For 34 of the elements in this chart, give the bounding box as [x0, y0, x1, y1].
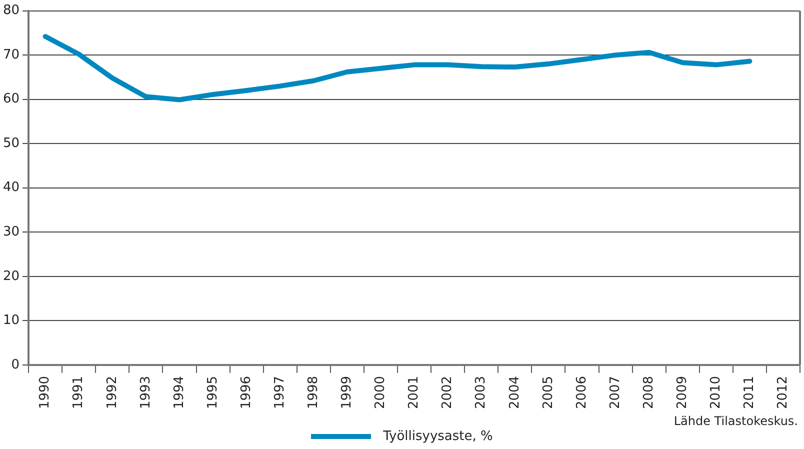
x-tick-label: 2009 [674, 376, 690, 410]
x-tick-label: 2001 [406, 376, 422, 410]
y-tick-label: 80 [2, 3, 20, 18]
y-tick-label: 30 [2, 224, 20, 240]
x-tick-label: 2002 [440, 376, 456, 410]
y-tick-label: 60 [2, 92, 20, 107]
x-tick-label: 1996 [238, 376, 254, 410]
x-tick-label: 1994 [172, 376, 187, 410]
x-tick-label: 1991 [71, 376, 86, 410]
x-tick-label: 2000 [373, 376, 388, 410]
x-tick-label: 2005 [540, 376, 556, 410]
x-tick-label: 2007 [608, 376, 623, 410]
y-tick-label: 40 [2, 180, 20, 196]
y-tick-label: 20 [2, 268, 20, 284]
x-tick-label: 2003 [474, 376, 489, 410]
x-tick-label: 1997 [272, 376, 288, 410]
y-tick-label: 70 [2, 47, 20, 62]
x-tick-label: 2006 [574, 376, 590, 410]
x-tick-label: 2008 [641, 376, 656, 410]
x-tick-label: 1990 [38, 376, 53, 410]
x-tick-label: 1993 [138, 376, 154, 410]
x-tick-label: 2004 [507, 376, 522, 410]
x-tick-label: 2012 [776, 376, 791, 410]
x-tick-label: 1995 [205, 376, 220, 410]
x-tick-label: 1992 [104, 376, 120, 410]
y-tick-label: 10 [2, 313, 20, 328]
x-tick-label: 1998 [306, 376, 322, 410]
y-tick-label: 0 [11, 357, 20, 372]
text: Lähde Tilastokeskus. [674, 414, 798, 428]
y-tick-label: 50 [2, 136, 20, 151]
x-tick-label: 2011 [742, 376, 758, 410]
legend-label: Työllisyysaste, % [383, 429, 493, 444]
x-tick-label: 2010 [708, 376, 724, 410]
x-tick-label: 1999 [340, 376, 355, 410]
